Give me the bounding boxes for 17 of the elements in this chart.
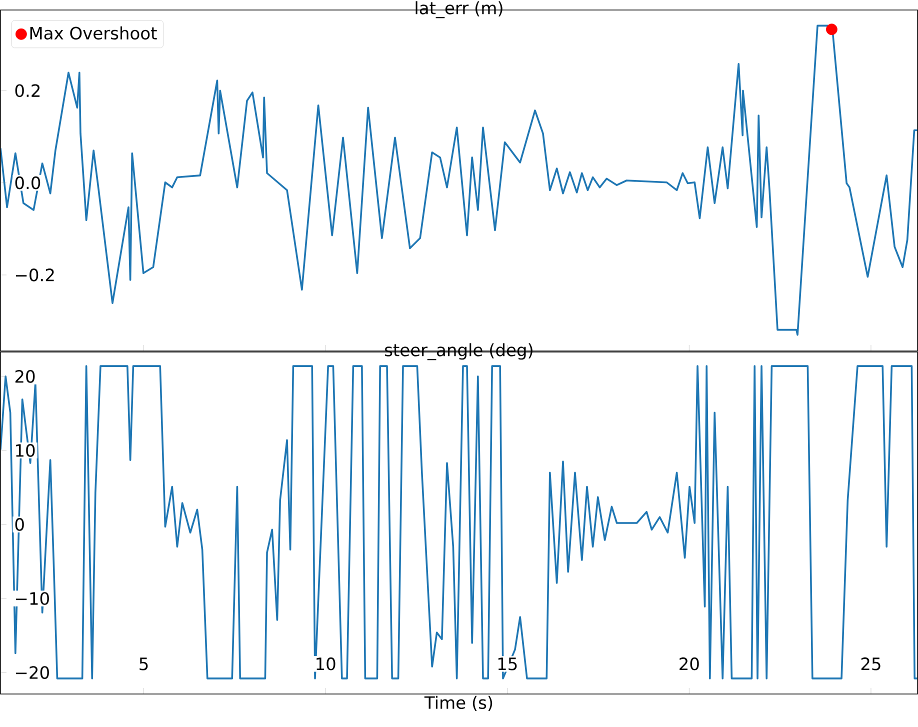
y-tick-label: 0 [15, 518, 24, 531]
y-tick-label: −20 [16, 666, 49, 679]
line-series [0, 24, 918, 336]
x-tick-label: 10 [316, 657, 336, 670]
y-tick-label: 0.0 [15, 176, 40, 190]
legend-label: Max Overshoot [30, 26, 157, 40]
y-tick-label: 0.2 [15, 84, 40, 98]
x-tick-label: 20 [680, 657, 699, 670]
x-tick-label: 25 [861, 657, 880, 670]
x-axis-title: Time (s) [424, 696, 492, 712]
y-tick-label: 10 [16, 444, 35, 457]
line-series [0, 365, 918, 680]
x-tick-label: 5 [140, 658, 148, 670]
y-tick-label: −10 [16, 592, 49, 605]
x-tick-label: 15 [498, 658, 517, 670]
y-tick-label: −0.2 [16, 268, 54, 282]
y-tick-label: 20 [15, 370, 35, 383]
